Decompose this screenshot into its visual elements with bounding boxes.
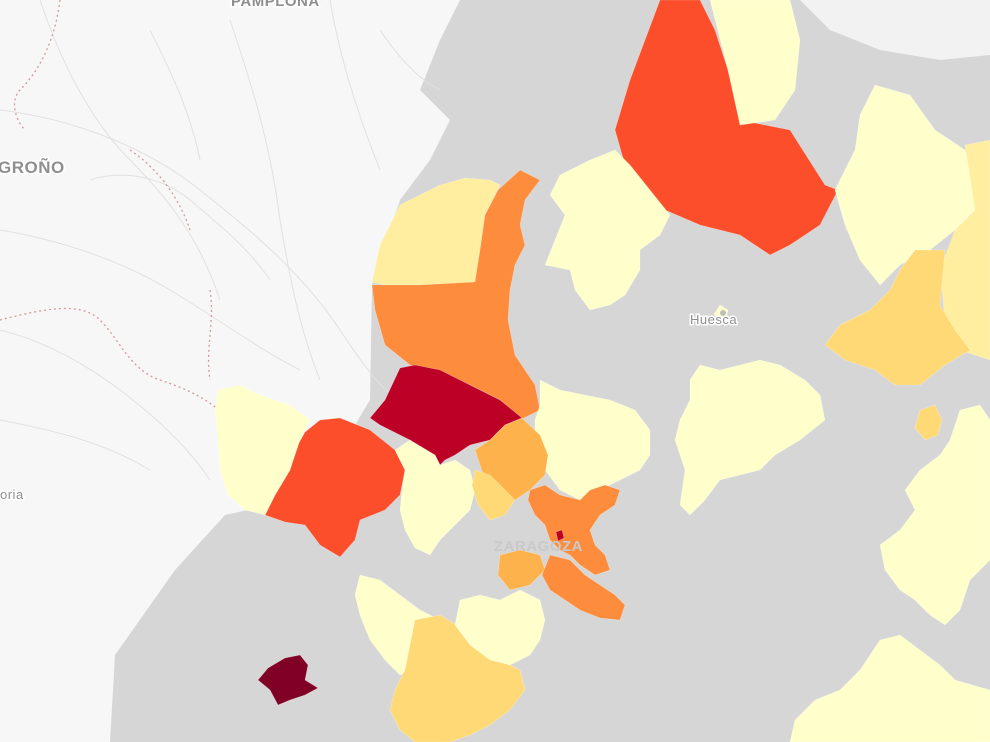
region-borders xyxy=(0,0,231,421)
municipalities-layer xyxy=(214,0,990,742)
municipality-center-south-yellow[interactable] xyxy=(394,439,476,556)
municipality-west-yellow[interactable] xyxy=(214,384,311,516)
huesca-marker xyxy=(720,310,726,316)
municipality-center-west-yellow[interactable] xyxy=(544,149,671,311)
top-right-land xyxy=(800,0,990,60)
municipality-north-east-strip[interactable] xyxy=(709,0,801,126)
municipality-south-yellow-c[interactable] xyxy=(454,589,546,666)
city-label-huesca: Huesca xyxy=(690,312,737,327)
municipality-zaragoza-core[interactable] xyxy=(527,484,621,576)
municipality-south-small[interactable] xyxy=(471,469,516,521)
municipality-south-east-b[interactable] xyxy=(789,634,990,742)
municipality-east-small[interactable] xyxy=(914,404,943,441)
city-labels: PAMPLONA GROÑO Huesca ZARAGOZA oria xyxy=(0,0,738,555)
city-label-zaragoza: ZARAGOZA xyxy=(494,538,583,555)
municipality-zaragoza-point[interactable] xyxy=(555,529,565,542)
municipality-south-east-a[interactable] xyxy=(879,404,990,626)
municipality-zaragoza-north-b[interactable] xyxy=(497,549,546,591)
municipality-crimson-center[interactable] xyxy=(369,364,523,466)
city-label-logrono: GROÑO xyxy=(0,157,65,177)
municipality-center-east-a[interactable] xyxy=(674,359,826,516)
municipality-south-west-dark[interactable] xyxy=(257,654,319,706)
city-label-pamplona: PAMPLONA xyxy=(231,0,320,10)
municipality-east-mid[interactable] xyxy=(824,249,971,386)
municipality-zaragoza-south[interactable] xyxy=(541,554,626,621)
road-network xyxy=(0,0,441,481)
city-label-soria: oria xyxy=(0,487,24,502)
